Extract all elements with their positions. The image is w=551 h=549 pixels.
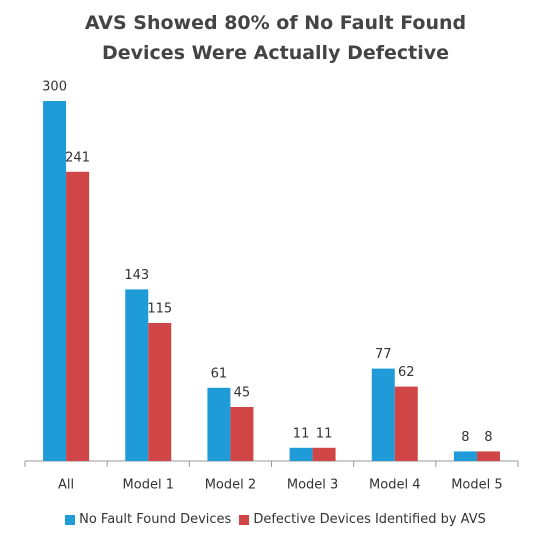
plot: All 300 241 Model 1 143 115 Model 2 61 45 Model 3… — [24, 80, 519, 493]
data-label: 8 — [484, 430, 492, 445]
bar — [125, 289, 149, 461]
x-tick-label: Model 5 — [451, 478, 502, 493]
bar — [394, 386, 418, 461]
x-tick-label: Model 2 — [205, 478, 256, 493]
data-label: 45 — [234, 386, 251, 401]
bar — [43, 101, 67, 461]
chart-title: AVS Showed 80% of No Fault Found Devices… — [84, 12, 467, 64]
data-label: 61 — [211, 366, 228, 381]
legend-swatch — [65, 514, 76, 525]
legend-item: Defective Devices Identified by AVS — [239, 512, 486, 527]
legend-swatch — [239, 514, 250, 525]
x-tick-label: All — [58, 478, 74, 493]
data-label: 300 — [42, 80, 67, 95]
bar — [289, 447, 313, 461]
bar — [207, 387, 231, 461]
bar — [453, 451, 477, 461]
data-label: 115 — [147, 302, 172, 317]
data-label: 11 — [293, 426, 310, 441]
x-tick-label: Model 1 — [123, 478, 174, 493]
legend: No Fault Found Devices Defective Devices … — [0, 512, 551, 527]
x-tick-label: Model 4 — [369, 478, 420, 493]
data-label: 11 — [316, 426, 333, 441]
bar — [230, 407, 254, 461]
bar — [476, 451, 500, 461]
data-label: 77 — [375, 347, 392, 362]
legend-label: No Fault Found Devices — [79, 512, 232, 527]
legend-item: No Fault Found Devices — [65, 512, 231, 527]
data-label: 241 — [65, 150, 90, 165]
bar — [148, 323, 172, 461]
bar — [312, 447, 336, 461]
bar — [371, 368, 395, 461]
legend-label: Defective Devices Identified by AVS — [253, 512, 486, 527]
bar — [66, 171, 90, 462]
data-label: 62 — [398, 365, 415, 380]
data-label: 143 — [124, 268, 149, 283]
x-tick-label: Model 3 — [287, 478, 338, 493]
data-label: 8 — [461, 430, 469, 445]
